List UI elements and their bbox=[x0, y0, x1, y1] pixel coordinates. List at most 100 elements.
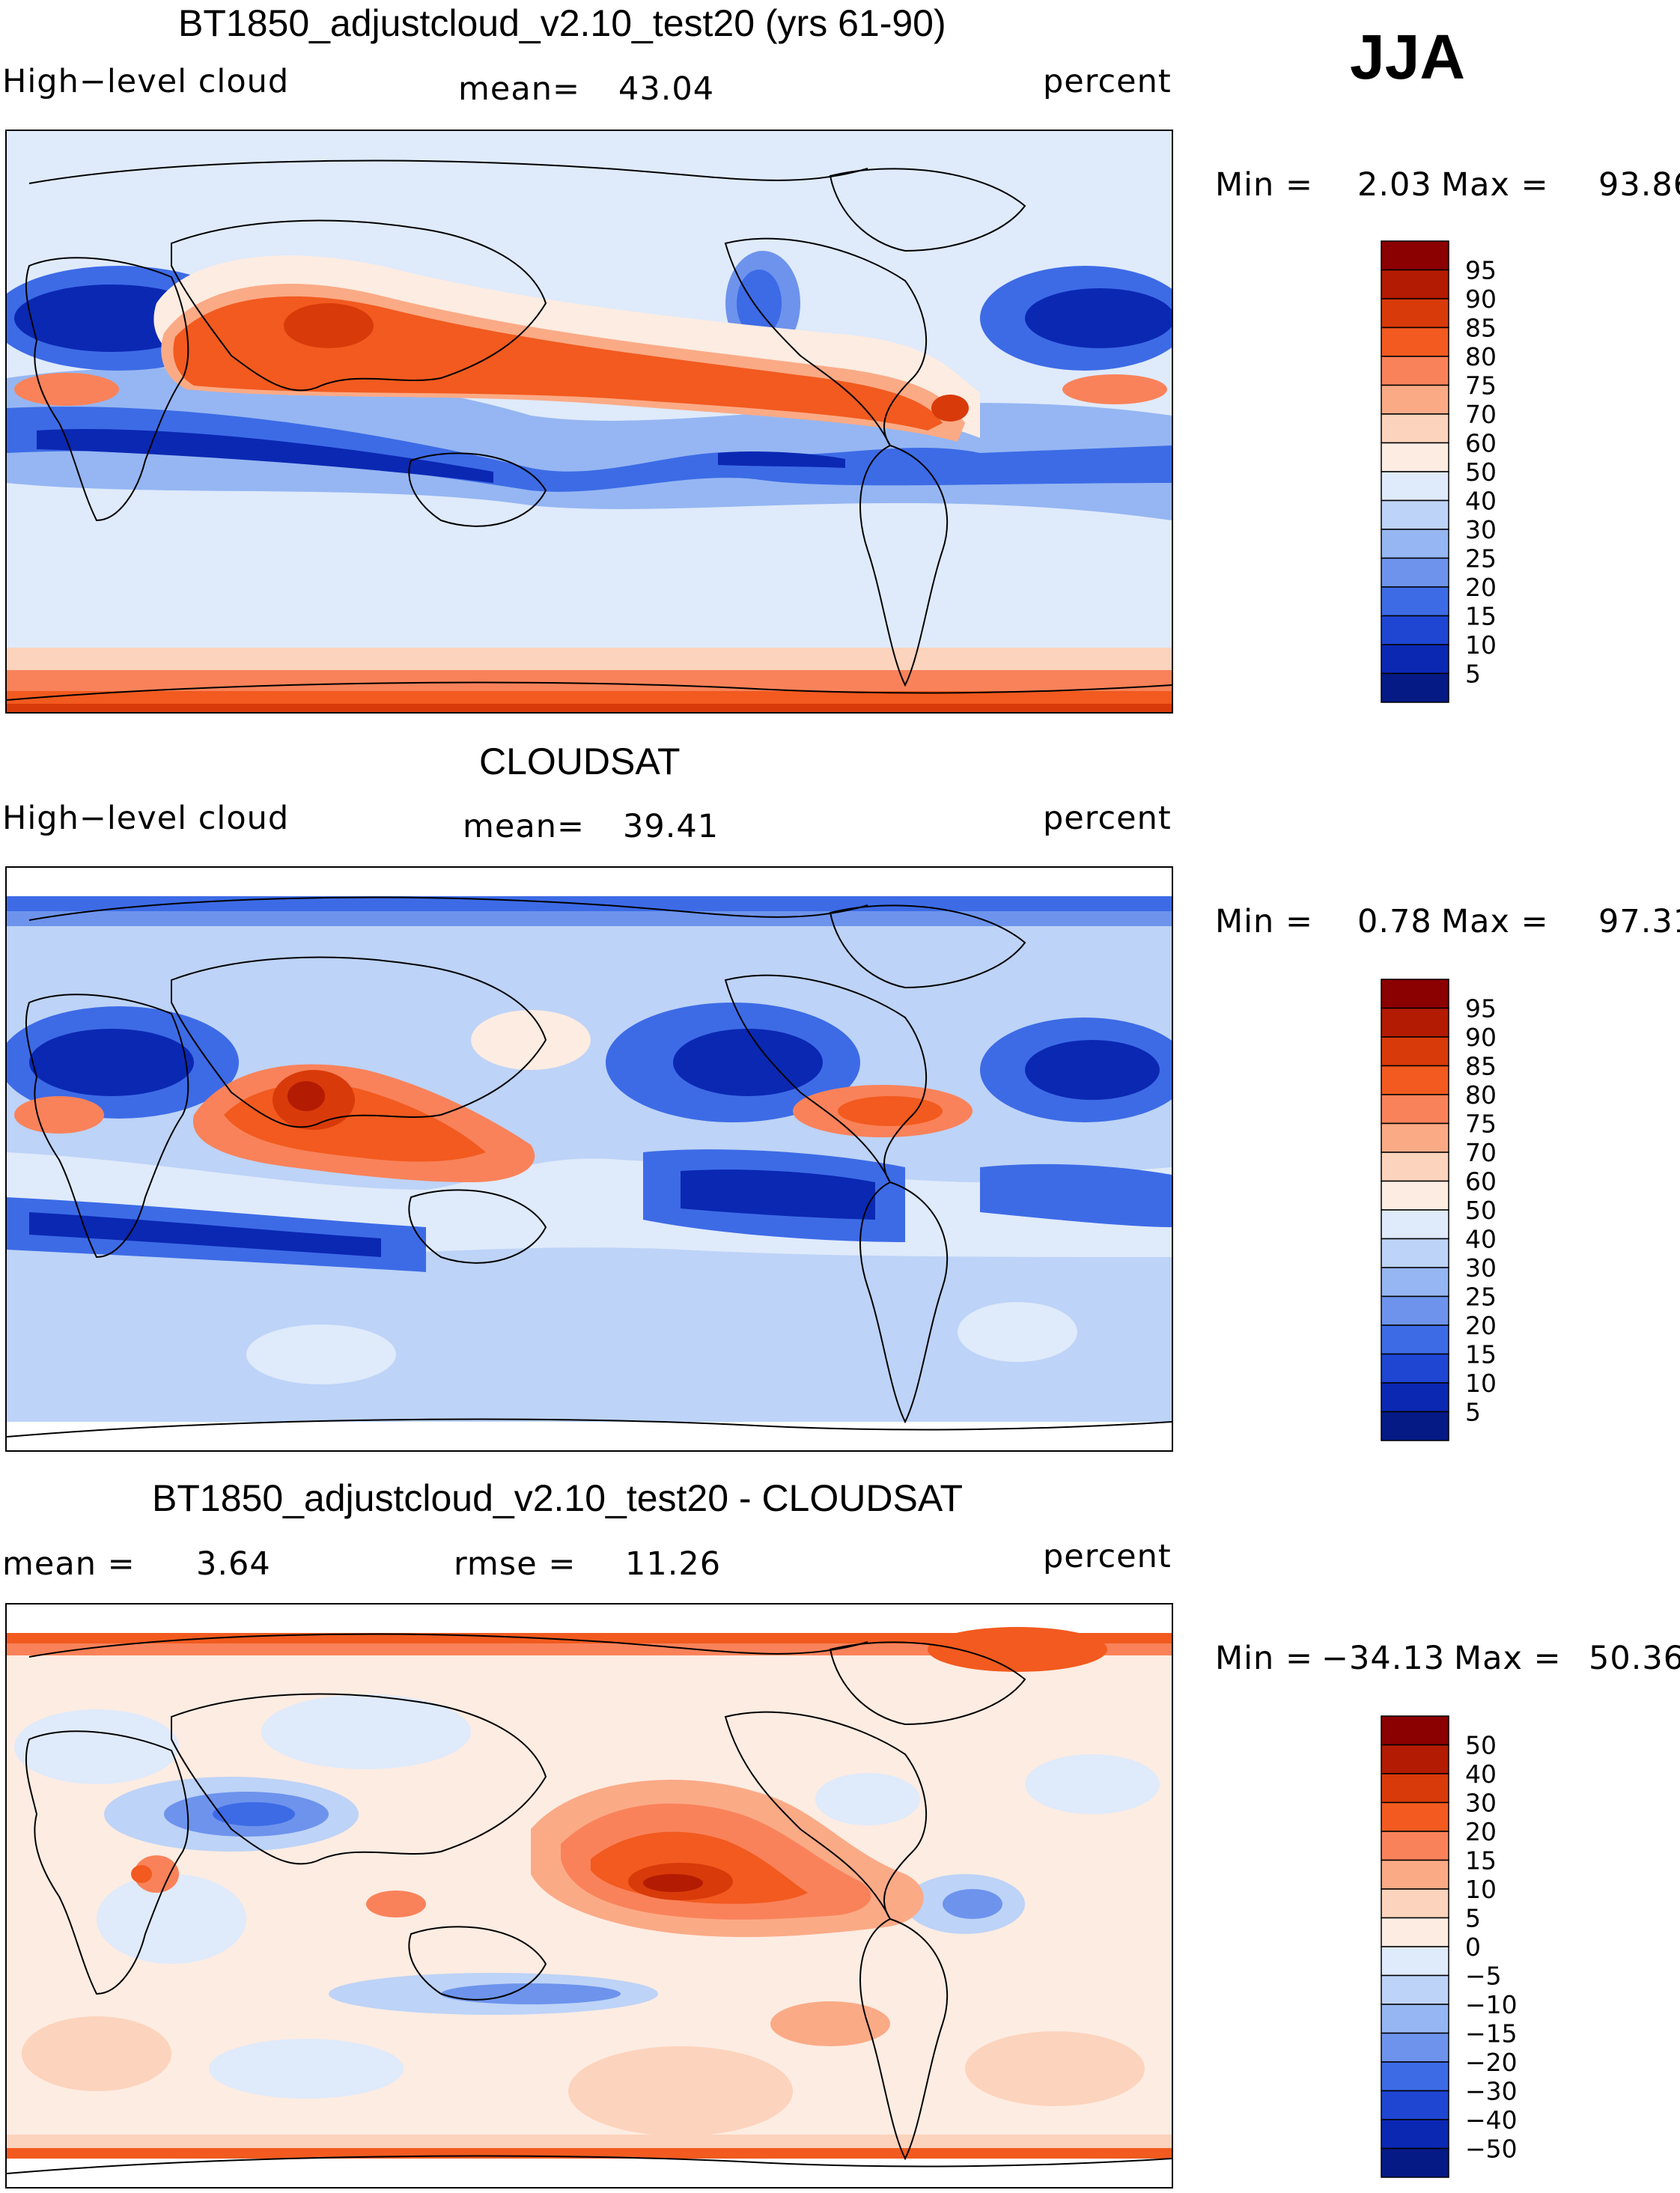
colorbar-tick-label: 40 bbox=[1465, 487, 1497, 516]
colorbar-tick-label: −15 bbox=[1465, 2019, 1518, 2048]
colorbar-tick-label: 0 bbox=[1465, 1932, 1481, 1962]
panel-1-map bbox=[5, 130, 1173, 714]
colorbar-tick-label: 15 bbox=[1465, 1340, 1497, 1369]
colorbar-tick-label: 20 bbox=[1465, 1311, 1497, 1340]
panel-2-units-label: percent bbox=[1043, 800, 1172, 837]
colorbar-tick-label: 30 bbox=[1465, 515, 1497, 544]
colorbar-tick-label: −30 bbox=[1465, 2077, 1518, 2106]
colorbar-swatch bbox=[1381, 1917, 1449, 1947]
colorbar-swatch bbox=[1381, 1744, 1449, 1774]
colorbar-tick-label: 60 bbox=[1465, 1167, 1497, 1196]
colorbar-swatch bbox=[1381, 2061, 1449, 2092]
colorbar-tick-label: 20 bbox=[1465, 573, 1497, 602]
colorbar-tick-label: 50 bbox=[1465, 1731, 1497, 1760]
panel-3-colorbar: 50 40 30 20 15 10 5 0 −5 −10 −15 −20 −30 −40 −50 bbox=[1381, 1715, 1553, 2178]
colorbar-swatch bbox=[1381, 1094, 1449, 1125]
colorbar-tick-label: 30 bbox=[1465, 1253, 1497, 1283]
colorbar-swatch bbox=[1381, 1801, 1449, 1832]
colorbar-tick-label: −40 bbox=[1465, 2105, 1518, 2135]
colorbar-tick-label: 60 bbox=[1465, 429, 1497, 458]
colorbar-swatch bbox=[1381, 1238, 1449, 1268]
colorbar-swatch bbox=[1381, 615, 1449, 645]
colorbar-swatch bbox=[1381, 2090, 1449, 2120]
colorbar-tick-label: 90 bbox=[1465, 285, 1497, 314]
colorbar-tick-label: 10 bbox=[1465, 1875, 1497, 1904]
panel-3-min-label: Min = bbox=[1215, 1640, 1313, 1677]
panel-3-map bbox=[5, 1603, 1173, 2189]
colorbar-swatch bbox=[1381, 442, 1449, 472]
panel-2-title: CLOUDSAT bbox=[479, 740, 681, 782]
colorbar-swatch bbox=[1381, 672, 1449, 703]
panel-2-map-field bbox=[7, 868, 1172, 1450]
colorbar-swatch bbox=[1381, 1715, 1449, 1746]
colorbar-tick-label: 5 bbox=[1465, 1398, 1481, 1427]
colorbar-tick-label: 5 bbox=[1465, 660, 1481, 689]
colorbar-tick-label: 80 bbox=[1465, 1080, 1497, 1110]
colorbar-swatch bbox=[1381, 326, 1449, 357]
panel-3-mean-label: mean = bbox=[2, 1545, 136, 1583]
colorbar-tick-label: 90 bbox=[1465, 1023, 1497, 1052]
colorbar-swatch bbox=[1381, 1831, 1449, 1861]
colorbar-tick-label: 85 bbox=[1465, 314, 1497, 343]
colorbar-tick-label: 70 bbox=[1465, 400, 1497, 429]
panel-3-max-label: Max = bbox=[1454, 1640, 1562, 1677]
colorbar-swatch bbox=[1381, 471, 1449, 502]
colorbar-swatch bbox=[1381, 1888, 1449, 1919]
colorbar-swatch bbox=[1381, 529, 1449, 559]
colorbar-tick-label: 25 bbox=[1465, 1283, 1497, 1312]
panel-2-mean-value: 39.41 bbox=[623, 808, 719, 845]
panel-1-min-label: Min = bbox=[1215, 166, 1313, 204]
panel-3-mean-value: 3.64 bbox=[196, 1545, 271, 1583]
panel-2-max-label: Max = bbox=[1441, 903, 1549, 940]
colorbar-tick-label: 10 bbox=[1465, 1369, 1497, 1398]
colorbar-tick-label: 15 bbox=[1465, 1846, 1497, 1876]
panel-2-min-value: 0.78 bbox=[1357, 903, 1432, 940]
panel-2-map bbox=[5, 866, 1173, 1452]
colorbar-swatch bbox=[1381, 2119, 1449, 2150]
panel-2-mean-label: mean= bbox=[463, 808, 585, 845]
colorbar-swatch bbox=[1381, 240, 1449, 271]
panel-1-title: BT1850_adjustcloud_v2.10_test20 (yrs 61-… bbox=[178, 2, 946, 44]
panel-1-units-label: percent bbox=[1043, 63, 1172, 100]
colorbar-swatch bbox=[1381, 979, 1449, 1009]
panel-1-mean-label: mean= bbox=[458, 70, 580, 108]
colorbar-tick-label: 75 bbox=[1465, 1110, 1497, 1139]
colorbar-tick-label: −5 bbox=[1465, 1962, 1502, 1991]
colorbar-swatch bbox=[1381, 1295, 1449, 1326]
colorbar-swatch bbox=[1381, 1152, 1449, 1182]
colorbar-tick-label: 50 bbox=[1465, 1196, 1497, 1225]
colorbar-swatch bbox=[1381, 586, 1449, 617]
colorbar-swatch bbox=[1381, 1324, 1449, 1355]
colorbar-tick-label: 25 bbox=[1465, 544, 1497, 574]
colorbar-tick-label: 80 bbox=[1465, 342, 1497, 371]
panel-2-colorbar: 95 90 85 80 75 70 60 50 40 30 25 20 15 10 5 bbox=[1381, 979, 1539, 1441]
panel-3-max-value: 50.36 bbox=[1589, 1640, 1680, 1677]
panel-1-max-label: Max = bbox=[1441, 166, 1549, 204]
panel-3-units-label: percent bbox=[1043, 1538, 1172, 1575]
colorbar-tick-label: 70 bbox=[1465, 1138, 1497, 1167]
colorbar-tick-label: 50 bbox=[1465, 457, 1497, 487]
panel-2-min-label: Min = bbox=[1215, 903, 1313, 940]
panel-3-min-value: −34.13 bbox=[1321, 1640, 1446, 1677]
colorbar-swatch bbox=[1381, 2032, 1449, 2063]
panel-2-variable-label: High−level cloud bbox=[2, 800, 290, 837]
colorbar-swatch bbox=[1381, 1859, 1449, 1890]
colorbar-swatch bbox=[1381, 1353, 1449, 1384]
colorbar-swatch bbox=[1381, 644, 1449, 675]
panel-1-max-value: 93.86 bbox=[1598, 166, 1680, 204]
colorbar-swatch bbox=[1381, 1036, 1449, 1067]
panel-3-map-field bbox=[7, 1605, 1172, 2187]
colorbar-tick-label: 85 bbox=[1465, 1052, 1497, 1081]
colorbar-swatch bbox=[1381, 1267, 1449, 1298]
colorbar-tick-label: 15 bbox=[1465, 602, 1497, 631]
colorbar-tick-label: −50 bbox=[1465, 2135, 1518, 2164]
colorbar-swatch bbox=[1381, 2147, 1449, 2178]
panel-3-rmse-value: 11.26 bbox=[625, 1545, 722, 1583]
panel-1-colorbar: 95 90 85 80 75 70 60 50 40 30 25 20 15 10 5 bbox=[1381, 240, 1539, 703]
colorbar-swatch bbox=[1381, 1065, 1449, 1095]
colorbar-swatch bbox=[1381, 1773, 1449, 1804]
colorbar-swatch bbox=[1381, 298, 1449, 329]
colorbar-swatch bbox=[1381, 1209, 1449, 1240]
panel-3-title: BT1850_adjustcloud_v2.10_test20 - CLOUDS… bbox=[152, 1477, 964, 1519]
panel-1-mean-value: 43.04 bbox=[618, 70, 715, 108]
